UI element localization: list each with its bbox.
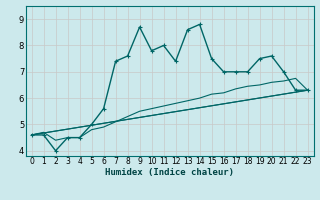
X-axis label: Humidex (Indice chaleur): Humidex (Indice chaleur) [105,168,234,177]
